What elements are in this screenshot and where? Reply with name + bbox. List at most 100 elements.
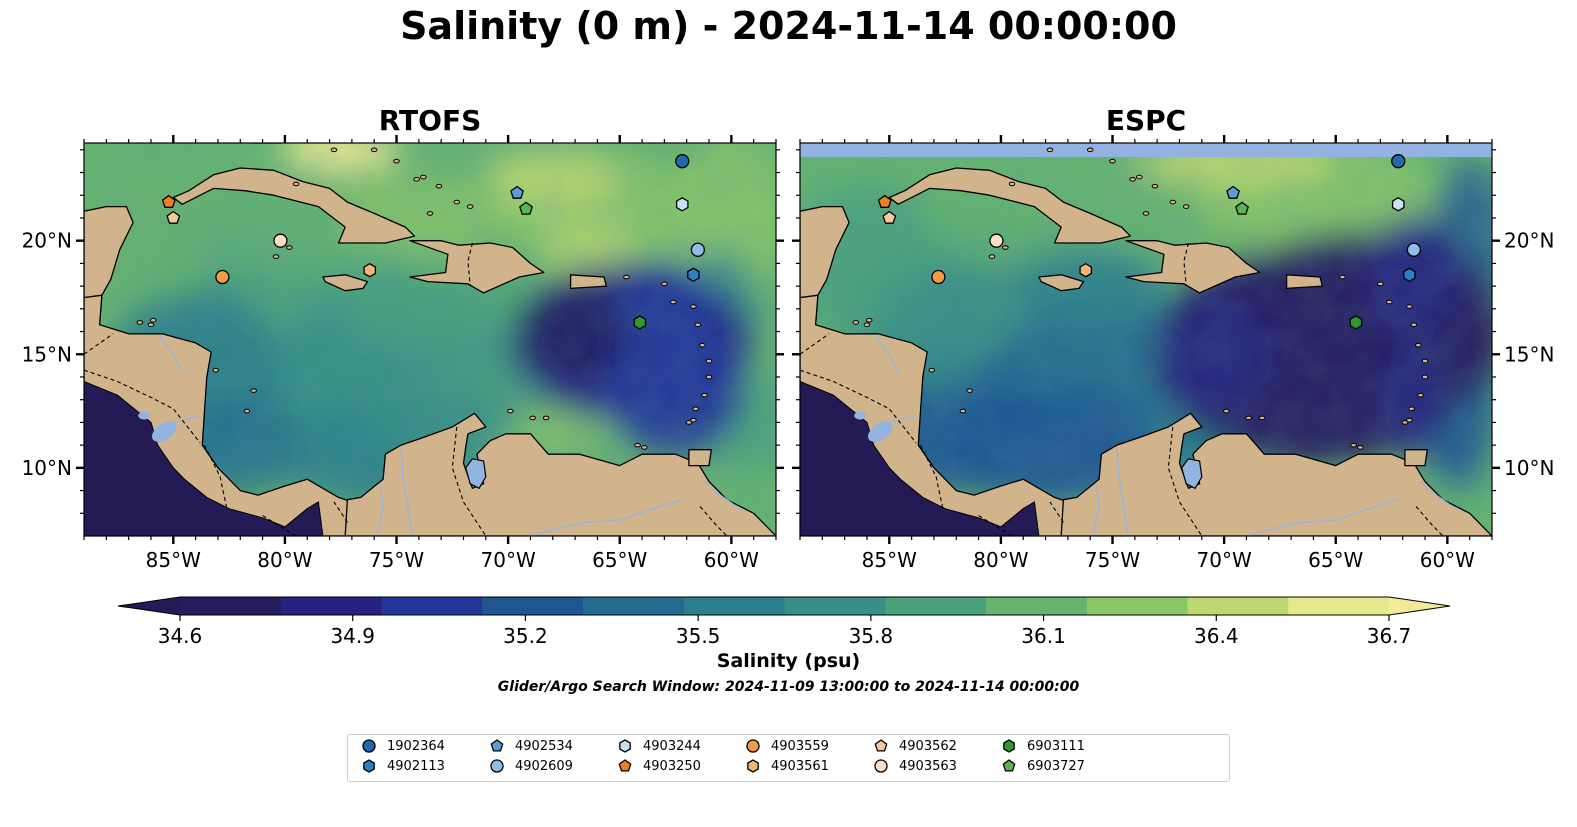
- legend-label: 4902534: [515, 738, 573, 754]
- colorbar-segment-3: [482, 597, 584, 615]
- legend-item-6903727: 6903727: [1001, 756, 1085, 776]
- legend-item-4903561: 4903561: [745, 756, 829, 776]
- lon-tick-label-1-0: 85°W: [862, 548, 917, 572]
- colorbar-segment-7: [885, 597, 987, 615]
- lon-tick-label-1-1: 80°W: [973, 548, 1028, 572]
- colorbar-tick-label-3: 35.5: [676, 624, 721, 648]
- legend-swatch-4902534: [490, 739, 504, 752]
- colorbar-segment-5: [683, 597, 786, 615]
- legend-label: 4903561: [771, 758, 829, 774]
- colorbar-segment-6: [784, 597, 886, 615]
- colorbar-segment-0: [180, 597, 282, 615]
- legend-swatch-6903727: [1002, 759, 1016, 772]
- float-marker-6903111-rtofs: [633, 315, 647, 330]
- hexagon-marker-icon: [747, 759, 759, 773]
- panel-title-rtofs: RTOFS: [378, 104, 482, 137]
- map-panel-espc: [800, 143, 1492, 536]
- legend-swatch-4903559: [746, 739, 760, 753]
- colorbar-tick-label-6: 36.4: [1194, 624, 1239, 648]
- legend-swatch-4903244: [619, 739, 631, 753]
- float-marker-4903559-espc: [931, 269, 946, 285]
- figure-title: Salinity (0 m) - 2024-11-14 00:00:00: [400, 4, 1177, 48]
- legend-label: 1902364: [387, 738, 445, 754]
- float-marker-4903559-rtofs: [215, 269, 230, 285]
- legend-item-4903559: 4903559: [745, 736, 829, 756]
- colorbar-segment-2: [381, 597, 483, 615]
- lon-tick-label-0-2: 75°W: [369, 548, 424, 572]
- float-marker-4902113-espc: [1403, 267, 1416, 283]
- legend-swatch-4902113: [363, 759, 375, 773]
- float-legend: 1902364 4902113 4902534 4902609 4903244 49032…: [347, 734, 1230, 782]
- float-marker-6903727-rtofs: [519, 201, 533, 215]
- lat-tick-label-left-2: 10°N: [22, 456, 72, 480]
- float-marker-4903561-espc: [1079, 262, 1093, 278]
- lon-tick-label-1-2: 75°W: [1085, 548, 1140, 572]
- lat-tick-label-right-0: 20°N: [1504, 229, 1554, 253]
- legend-item-4902113: 4902113: [361, 756, 445, 776]
- map-ticks: 85°W 80°W 75°W 70°W 65°W 60°W 20°N 15°N 10°N 85°W…: [22, 135, 1554, 572]
- legend-item-6903111: 6903111: [1001, 736, 1085, 756]
- lon-tick-label-0-5: 60°W: [704, 548, 759, 572]
- float-marker-6903111-espc: [1349, 315, 1363, 330]
- float-marker-4903244-rtofs: [675, 197, 689, 212]
- lon-tick-label-0-1: 80°W: [257, 548, 312, 572]
- pentagon-marker-icon: [1002, 759, 1016, 772]
- legend-label: 4903244: [643, 738, 701, 754]
- float-marker-4903561-rtofs: [363, 262, 377, 278]
- float-marker-1902364-espc: [1391, 154, 1406, 169]
- search-window-caption: Glider/Argo Search Window: 2024-11-09 13…: [497, 679, 1080, 695]
- lon-tick-label-0-4: 65°W: [592, 548, 647, 572]
- lon-tick-label-0-0: 85°W: [146, 548, 201, 572]
- circle-marker-icon: [362, 739, 376, 753]
- float-marker-4903562-rtofs: [166, 210, 181, 224]
- legend-swatch-4903562: [874, 739, 888, 752]
- legend-item-4902534: 4902534: [489, 736, 573, 756]
- legend-label: 4902609: [515, 758, 573, 774]
- hexagon-marker-icon: [1003, 739, 1015, 753]
- float-marker-4903563-espc: [989, 233, 1004, 248]
- float-marker-4903250-espc: [877, 194, 892, 208]
- circle-marker-icon: [490, 759, 504, 773]
- legend-item-4902609: 4902609: [489, 756, 573, 776]
- colorbar: 34.6 34.9 35.2 35.5 35.8 36.1 36.4 36.7: [117, 596, 1451, 648]
- legend-item-4903244: 4903244: [617, 736, 701, 756]
- colorbar-under-extension: [118, 597, 180, 615]
- colorbar-over-extension: [1389, 597, 1450, 615]
- hexagon-marker-icon: [363, 759, 375, 773]
- legend-swatch-4903250: [618, 759, 632, 772]
- legend-item-4903563: 4903563: [873, 756, 957, 776]
- lat-tick-label-right-1: 15°N: [1504, 342, 1554, 366]
- float-marker-4902113-rtofs: [687, 267, 700, 283]
- colorbar-tick-label-2: 35.2: [503, 624, 548, 648]
- float-marker-4902534-espc: [1226, 185, 1240, 199]
- float-marker-4903244-espc: [1391, 197, 1405, 212]
- legend-label: 6903727: [1027, 758, 1085, 774]
- legend-swatch-4902609: [490, 759, 504, 773]
- float-marker-4903250-rtofs: [161, 194, 176, 208]
- legend-label: 4903250: [643, 758, 701, 774]
- colorbar-tick-label-1: 34.9: [330, 624, 375, 648]
- map-frames: [83, 142, 1493, 537]
- legend-label: 4902113: [387, 758, 445, 774]
- float-marker-4903563-rtofs: [273, 233, 288, 248]
- legend-swatch-4903563: [874, 759, 888, 773]
- lon-tick-label-1-5: 60°W: [1420, 548, 1475, 572]
- lon-tick-label-1-3: 70°W: [1197, 548, 1252, 572]
- circle-marker-icon: [874, 759, 888, 773]
- float-marker-6903727-espc: [1235, 201, 1249, 215]
- colorbar-tick-label-0: 34.6: [158, 624, 203, 648]
- legend-swatch-4903561: [747, 759, 759, 773]
- pentagon-marker-icon: [618, 759, 632, 772]
- lat-tick-label-left-0: 20°N: [22, 229, 72, 253]
- legend-swatch-6903111: [1003, 739, 1015, 753]
- float-marker-1902364-rtofs: [675, 154, 690, 169]
- lon-tick-label-0-3: 70°W: [481, 548, 536, 572]
- colorbar-tick-label-7: 36.7: [1367, 624, 1412, 648]
- colorbar-segment-1: [280, 597, 383, 615]
- legend-label: 4903559: [771, 738, 829, 754]
- float-marker-4902534-rtofs: [510, 185, 524, 199]
- legend-item-1902364: 1902364: [361, 736, 445, 756]
- colorbar-segment-4: [583, 597, 685, 615]
- circle-marker-icon: [746, 739, 760, 753]
